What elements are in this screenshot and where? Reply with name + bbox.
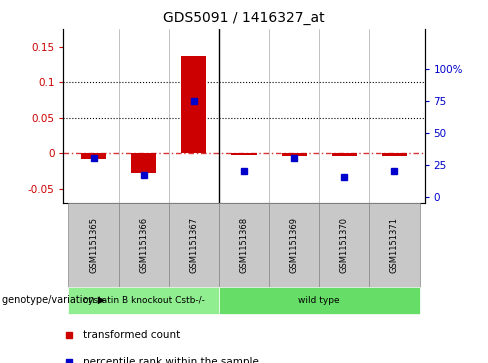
Text: percentile rank within the sample: percentile rank within the sample: [83, 357, 259, 363]
Bar: [332, 154, 357, 156]
Text: genotype/variation ▶: genotype/variation ▶: [2, 295, 106, 305]
Bar: [382, 154, 407, 156]
Bar: [269, 203, 319, 287]
Text: GSM1151369: GSM1151369: [290, 217, 299, 273]
Bar: [219, 287, 420, 314]
Bar: [81, 154, 106, 159]
Text: GSM1151368: GSM1151368: [240, 217, 248, 273]
Bar: [68, 287, 219, 314]
Text: transformed count: transformed count: [83, 330, 181, 340]
Bar: [119, 203, 169, 287]
Bar: [169, 203, 219, 287]
Text: GSM1151365: GSM1151365: [89, 217, 98, 273]
Bar: [182, 56, 206, 154]
Bar: [68, 203, 119, 287]
Text: GSM1151371: GSM1151371: [390, 217, 399, 273]
Text: GSM1151366: GSM1151366: [139, 217, 148, 273]
Bar: [131, 154, 156, 174]
Bar: [369, 203, 420, 287]
Text: GSM1151370: GSM1151370: [340, 217, 349, 273]
Text: wild type: wild type: [299, 296, 340, 305]
Bar: [219, 203, 269, 287]
Bar: [319, 203, 369, 287]
Text: GSM1151367: GSM1151367: [189, 217, 198, 273]
Bar: [282, 154, 306, 156]
Title: GDS5091 / 1416327_at: GDS5091 / 1416327_at: [163, 11, 325, 25]
Bar: [231, 154, 257, 155]
Text: cystatin B knockout Cstb-/-: cystatin B knockout Cstb-/-: [83, 296, 204, 305]
